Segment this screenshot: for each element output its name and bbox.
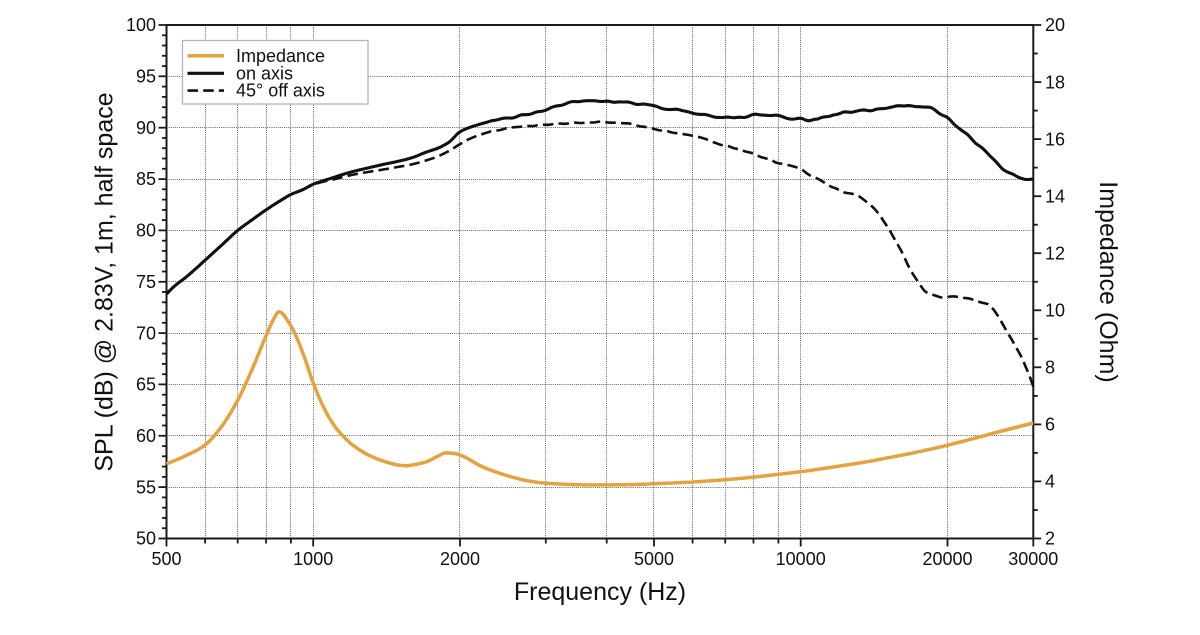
svg-text:45° off axis: 45° off axis	[236, 81, 325, 101]
svg-text:2: 2	[1045, 529, 1055, 549]
svg-text:100: 100	[126, 15, 156, 35]
svg-text:4: 4	[1045, 472, 1055, 492]
svg-text:14: 14	[1045, 186, 1065, 206]
svg-text:90: 90	[136, 118, 156, 138]
svg-text:95: 95	[136, 67, 156, 87]
svg-text:1000: 1000	[293, 549, 333, 569]
svg-text:Impedance (Ohm): Impedance (Ohm)	[1094, 181, 1122, 382]
svg-text:SPL (dB) @ 2.83V, 1m, half spa: SPL (dB) @ 2.83V, 1m, half space	[91, 92, 119, 471]
svg-text:30000: 30000	[1008, 549, 1058, 569]
svg-text:10: 10	[1045, 301, 1065, 321]
svg-text:8: 8	[1045, 358, 1055, 378]
svg-text:16: 16	[1045, 129, 1065, 149]
svg-text:18: 18	[1045, 72, 1065, 92]
svg-text:5000: 5000	[634, 549, 674, 569]
svg-text:2000: 2000	[440, 549, 480, 569]
svg-text:65: 65	[136, 375, 156, 395]
svg-text:70: 70	[136, 323, 156, 343]
svg-text:75: 75	[136, 272, 156, 292]
svg-text:500: 500	[151, 549, 181, 569]
svg-text:Impedance: Impedance	[236, 46, 325, 66]
svg-text:85: 85	[136, 169, 156, 189]
svg-text:6: 6	[1045, 415, 1055, 435]
svg-text:on axis: on axis	[236, 63, 293, 83]
svg-text:20: 20	[1045, 15, 1065, 35]
svg-text:10000: 10000	[776, 549, 826, 569]
svg-text:20000: 20000	[922, 549, 972, 569]
svg-text:55: 55	[136, 477, 156, 497]
svg-text:80: 80	[136, 221, 156, 241]
svg-text:50: 50	[136, 529, 156, 549]
svg-text:60: 60	[136, 426, 156, 446]
svg-text:Frequency (Hz): Frequency (Hz)	[514, 578, 686, 606]
svg-text:12: 12	[1045, 243, 1065, 263]
